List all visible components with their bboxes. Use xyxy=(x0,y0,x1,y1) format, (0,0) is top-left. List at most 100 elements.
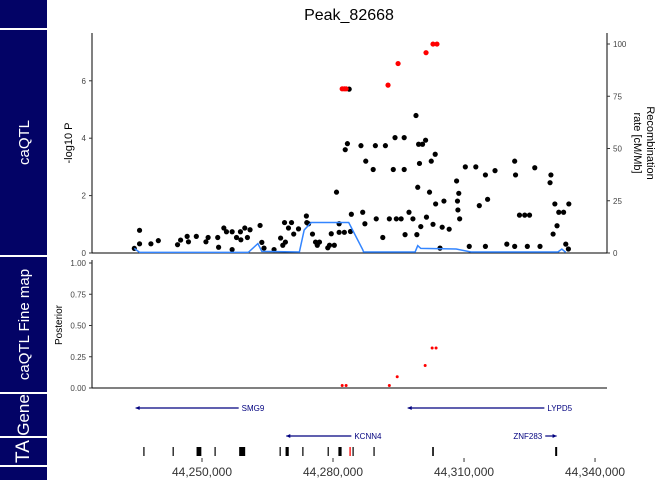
snp-point xyxy=(393,216,399,222)
snp-point xyxy=(259,239,265,245)
snp-point xyxy=(333,189,340,195)
y2-tick-label: 50 xyxy=(613,145,622,154)
snp-point xyxy=(205,234,211,241)
strip-box xyxy=(0,0,47,28)
snp-point xyxy=(455,207,461,213)
x-tick-label: 44,340,000 xyxy=(565,465,625,479)
snp-point xyxy=(261,245,267,251)
snp-point xyxy=(416,160,423,167)
snp-point xyxy=(174,242,181,248)
snp-point xyxy=(554,223,560,229)
posterior-point xyxy=(434,346,438,350)
snp-point xyxy=(281,219,288,226)
snp-point xyxy=(242,225,248,231)
snp-point xyxy=(422,137,429,143)
snp-point xyxy=(282,239,289,245)
strip-box xyxy=(0,438,47,465)
lead-snp-point xyxy=(343,86,349,92)
peak-mark xyxy=(172,447,174,456)
snp-point xyxy=(526,212,533,218)
gene-arrow-icon xyxy=(552,434,557,438)
snp-point xyxy=(547,180,553,186)
snp-point xyxy=(439,224,445,230)
posterior-tick-label: 0.00 xyxy=(70,384,86,393)
snp-point xyxy=(565,246,571,252)
snp-point xyxy=(229,246,235,253)
posterior-point xyxy=(344,384,348,387)
y2-tick-label: 75 xyxy=(613,92,622,101)
snp-point xyxy=(401,135,407,141)
snp-point xyxy=(512,158,518,164)
snp-point xyxy=(178,237,184,243)
strip-box xyxy=(0,257,47,392)
snp-point xyxy=(233,234,240,241)
posterior-point xyxy=(340,384,344,387)
snp-point xyxy=(524,243,530,249)
snp-point xyxy=(392,135,398,141)
posterior-point xyxy=(387,384,391,387)
snp-point xyxy=(344,141,351,147)
y-tick-label: 0 xyxy=(82,249,87,258)
posterior-axis-title: Posterior xyxy=(54,304,65,345)
snp-point xyxy=(372,143,378,149)
snp-point xyxy=(550,231,556,237)
peak-mark xyxy=(239,447,246,456)
strip-label: TA xyxy=(13,440,34,463)
peak-mark xyxy=(143,447,145,456)
snp-point xyxy=(476,203,482,209)
posterior-tick-label: 0.25 xyxy=(70,353,86,362)
snp-point xyxy=(441,198,447,204)
snp-point xyxy=(136,241,143,247)
snp-point xyxy=(522,212,528,218)
snp-point xyxy=(426,189,433,195)
snp-point xyxy=(215,234,221,241)
strip-label: Gene xyxy=(14,394,33,436)
snp-point xyxy=(295,226,302,232)
peak-mark xyxy=(352,447,354,456)
snp-point xyxy=(482,172,489,178)
peak-mark xyxy=(555,447,558,456)
snp-point xyxy=(406,209,412,215)
snp-point xyxy=(360,209,366,215)
snp-point xyxy=(291,231,297,237)
snp-point xyxy=(556,209,562,215)
snp-point xyxy=(414,232,420,238)
snp-point xyxy=(492,168,498,174)
snp-point xyxy=(560,209,567,215)
strip-box xyxy=(0,394,47,436)
snp-point xyxy=(457,216,463,222)
snp-point xyxy=(247,227,253,233)
snp-point xyxy=(305,221,312,227)
snp-point xyxy=(257,222,263,229)
snp-point xyxy=(453,178,460,184)
gene-label: ZNF283 xyxy=(513,432,542,441)
snp-point xyxy=(516,212,523,218)
snp-point xyxy=(454,198,461,204)
snp-point xyxy=(148,241,154,247)
snp-point xyxy=(401,166,407,173)
snp-point xyxy=(386,216,392,222)
posterior-tick-label: 1.00 xyxy=(70,259,86,268)
peak-mark xyxy=(338,447,342,456)
snp-point xyxy=(473,164,479,170)
snp-point xyxy=(342,147,348,153)
gene-arrow-icon xyxy=(286,434,291,438)
snp-point xyxy=(238,237,244,243)
snp-point xyxy=(244,234,251,241)
snp-point xyxy=(466,243,472,249)
snp-point xyxy=(331,242,337,248)
peak-mark xyxy=(196,447,202,456)
peak-mark xyxy=(302,447,304,456)
gene-arrow-icon xyxy=(407,406,412,410)
peak-mark xyxy=(432,447,434,456)
snp-point xyxy=(537,243,543,249)
gene-label: KCNN4 xyxy=(354,432,382,441)
snp-point xyxy=(285,225,292,231)
snp-point xyxy=(446,226,452,232)
snp-point xyxy=(552,201,558,207)
snp-point xyxy=(402,232,408,238)
snp-point xyxy=(410,216,416,222)
strip-box xyxy=(0,30,47,255)
